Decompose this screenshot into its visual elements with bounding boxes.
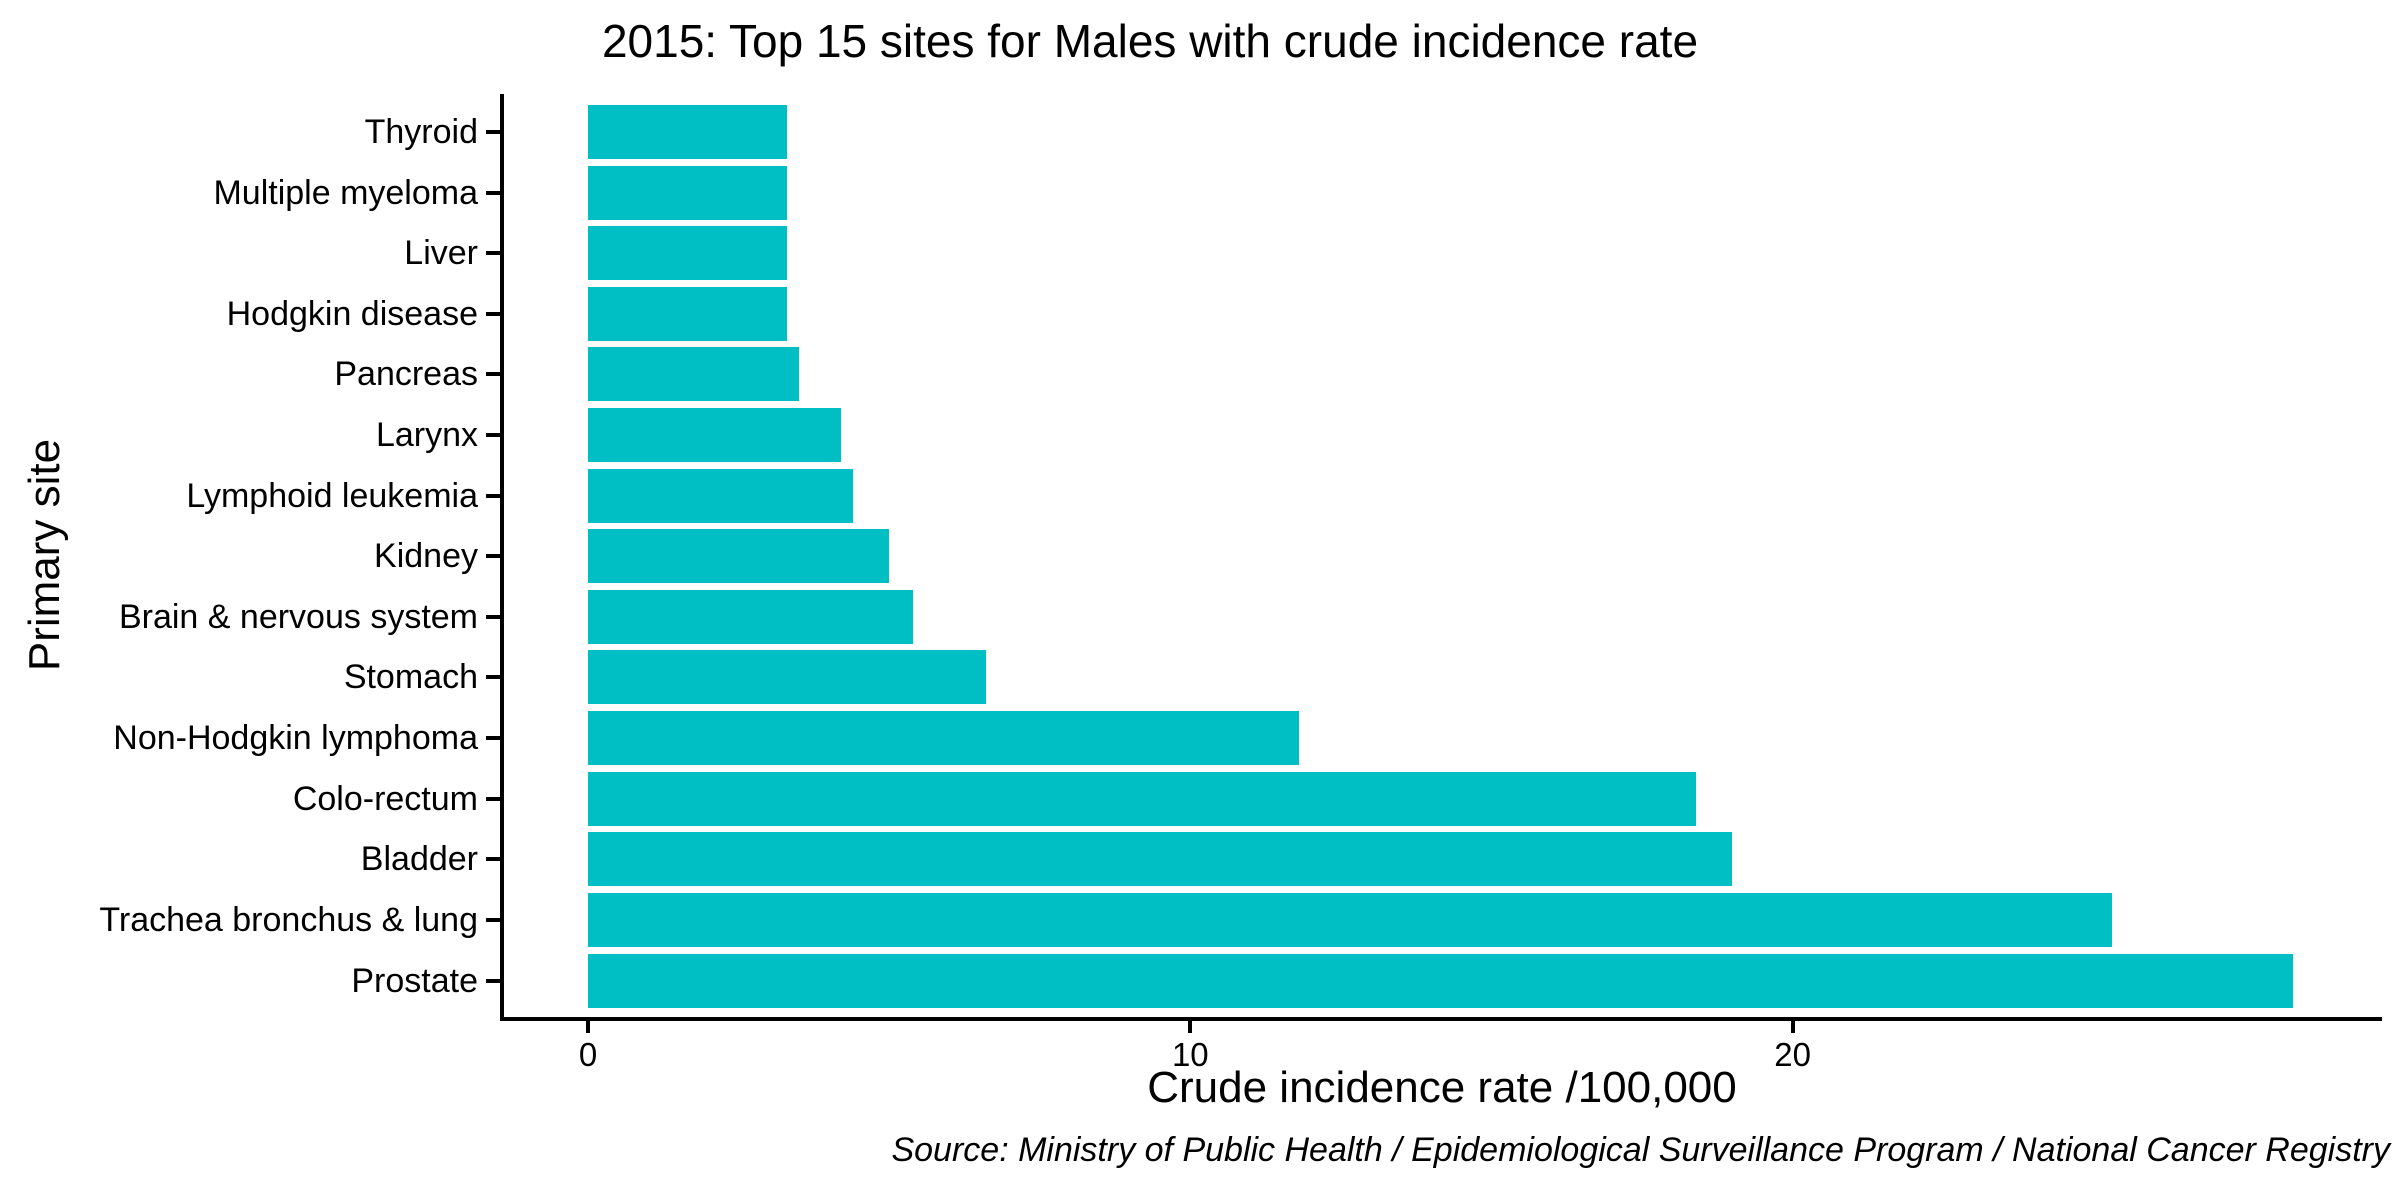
y-tick-kidney <box>486 554 500 559</box>
bar-trachea-bronchus-lung <box>588 892 2112 947</box>
bar-bladder <box>588 832 1733 887</box>
bar-stomach <box>588 650 986 705</box>
y-tick-label-multiple-myeloma: Multiple myeloma <box>213 173 478 212</box>
y-tick-non-hodgkin-lymphoma <box>486 736 500 741</box>
bar-multiple-myeloma <box>588 165 787 220</box>
bar-liver <box>588 226 787 281</box>
y-tick-label-bladder: Bladder <box>360 840 478 879</box>
y-tick-thyroid <box>486 130 500 134</box>
bar-brain-nervous-system <box>588 589 914 644</box>
y-tick-label-kidney: Kidney <box>374 537 478 576</box>
y-tick-colo-rectum <box>486 796 500 801</box>
y-tick-label-hodgkin-disease: Hodgkin disease <box>226 294 478 333</box>
y-tick-label-lymphoid-leukemia: Lymphoid leukemia <box>186 476 478 515</box>
y-tick-label-brain-nervous-system: Brain & nervous system <box>118 597 478 636</box>
x-axis-line <box>500 1017 2382 1021</box>
x-axis-title: Crude incidence rate /100,000 <box>1147 1063 1737 1112</box>
y-tick-label-liver: Liver <box>404 234 478 273</box>
y-tick-liver <box>486 251 500 256</box>
x-tick-0 <box>586 1019 590 1033</box>
y-tick-larynx <box>486 433 500 438</box>
bar-pancreas <box>588 347 799 402</box>
source-note: Source: Ministry of Public Health / Epid… <box>891 1131 2390 1169</box>
y-tick-label-colo-rectum: Colo-rectum <box>292 779 478 818</box>
y-tick-label-larynx: Larynx <box>375 416 478 455</box>
x-tick-20 <box>1790 1019 1795 1033</box>
bar-larynx <box>588 408 841 463</box>
bar-prostate <box>588 953 2293 1008</box>
y-tick-label-prostate: Prostate <box>351 961 478 1000</box>
bar-kidney <box>588 529 890 584</box>
bar-thyroid <box>588 105 787 159</box>
y-tick-label-stomach: Stomach <box>343 658 478 697</box>
x-tick-label-20: 20 <box>1774 1036 1811 1073</box>
y-tick-label-thyroid: Thyroid <box>364 113 478 151</box>
y-axis-line <box>500 94 504 1021</box>
y-tick-lymphoid-leukemia <box>486 493 500 498</box>
chart-title: 2015: Top 15 sites for Males with crude … <box>601 15 1699 67</box>
bar-non-hodgkin-lymphoma <box>588 711 1299 766</box>
x-tick-label-0: 0 <box>578 1036 598 1073</box>
y-tick-label-pancreas: Pancreas <box>334 355 478 394</box>
y-tick-multiple-myeloma <box>486 190 500 195</box>
bar-hodgkin-disease <box>588 286 787 341</box>
y-tick-bladder <box>486 857 500 862</box>
y-tick-brain-nervous-system <box>486 614 500 619</box>
y-tick-pancreas <box>486 372 500 377</box>
x-tick-10 <box>1188 1019 1193 1033</box>
bar-lymphoid-leukemia <box>588 468 853 523</box>
y-tick-prostate <box>486 978 500 983</box>
x-tick-label-10: 10 <box>1171 1036 1209 1073</box>
y-tick-label-non-hodgkin-lymphoma: Non-Hodgkin lymphoma <box>113 719 478 758</box>
y-tick-stomach <box>486 675 500 680</box>
y-tick-label-trachea-bronchus-lung: Trachea bronchus & lung <box>99 900 478 939</box>
bar-colo-rectum <box>588 771 1697 826</box>
y-tick-hodgkin-disease <box>486 311 500 316</box>
y-tick-trachea-bronchus-lung <box>486 917 500 922</box>
